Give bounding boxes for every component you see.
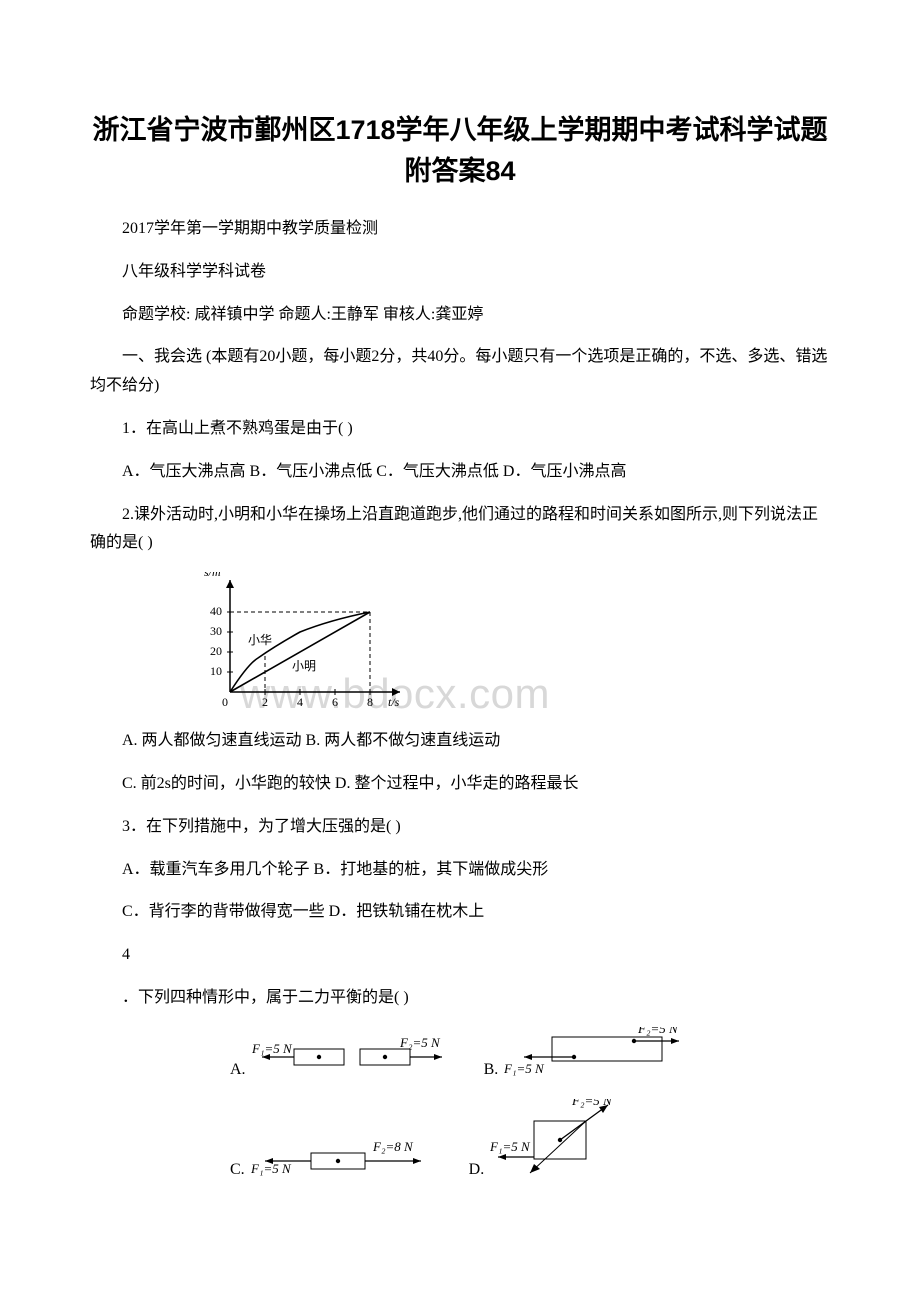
q4-option-a-label: A.: [230, 1061, 246, 1079]
section-header: 一、我会选 (本题有20小题，每小题2分，共40分。每小题只有一个选项是正确的，…: [90, 343, 830, 401]
svg-text:小明: 小明: [292, 659, 316, 673]
q2-options-line1: A. 两人都做匀速直线运动 B. 两人都不做匀速直线运动: [90, 727, 830, 756]
q4-option-b-label: B.: [484, 1061, 499, 1079]
subtitle-authors: 命题学校: 咸祥镇中学 命题人:王静军 审核人:龚亚婷: [90, 301, 830, 330]
svg-text:F₂=5 N: F₂=5 N: [571, 1099, 613, 1108]
svg-text:4: 4: [297, 695, 303, 709]
svg-text:F₂=5 N: F₂=5 N: [637, 1027, 679, 1036]
q3-options-line1: A．载重汽车多用几个轮子 B．打地基的桩，其下端做成尖形: [90, 856, 830, 885]
q2-stem: 2.课外活动时,小明和小华在操场上沿直跑道跑步,他们通过的路程和时间关系如图所示…: [90, 501, 830, 559]
svg-text:s/m: s/m: [204, 572, 221, 579]
svg-text:20: 20: [210, 644, 222, 658]
svg-text:F₁=5 N: F₁=5 N: [490, 1139, 531, 1154]
subtitle-subject: 八年级科学学科试卷: [90, 258, 830, 287]
q4-option-c-label: C.: [230, 1161, 245, 1179]
q4-option-d-label: D.: [469, 1161, 485, 1179]
svg-text:F₂=5 N: F₂=5 N: [399, 1035, 441, 1050]
svg-text:8: 8: [367, 695, 373, 709]
q3-options-line2: C．背行李的背带做得宽一些 D．把铁轨铺在枕木上: [90, 898, 830, 927]
svg-text:10: 10: [210, 664, 222, 678]
q4-diagrams: A. F₁=5 N F₂=5 N B. F₁=5 N F₂=5 N: [230, 1027, 830, 1179]
q2-options-line2: C. 前2s的时间，小华跑的较快 D. 整个过程中，小华走的路程最长: [90, 770, 830, 799]
page-title: 浙江省宁波市鄞州区1718学年八年级上学期期中考试科学试题附答案84: [90, 110, 830, 191]
svg-text:6: 6: [332, 695, 338, 709]
svg-text:F₁=5 N: F₁=5 N: [504, 1061, 545, 1076]
q4-option-b-svg: F₁=5 N F₂=5 N: [504, 1027, 684, 1079]
svg-text:30: 30: [210, 624, 222, 638]
q2-chart: s/m 10 20 30 40 0 2 4 6 8 t/s 小华 小明: [200, 572, 830, 717]
q1-stem: 1．在高山上煮不熟鸡蛋是由于( ): [90, 415, 830, 444]
svg-text:小华: 小华: [248, 633, 272, 647]
subtitle-semester: 2017学年第一学期期中教学质量检测: [90, 215, 830, 244]
q4-number: 4: [90, 941, 830, 970]
q1-options: A．气压大沸点高 B．气压小沸点低 C．气压大沸点低 D．气压小沸点高: [90, 458, 830, 487]
q4-stem: ．下列四种情形中，属于二力平衡的是( ): [90, 984, 830, 1013]
svg-text:2: 2: [262, 695, 268, 709]
q4-option-a-svg: F₁=5 N F₂=5 N: [252, 1035, 452, 1079]
svg-text:F₂=8 N: F₂=8 N: [372, 1139, 414, 1154]
q4-option-d-svg: F₂=5 N F₁=5 N: [490, 1099, 630, 1179]
q3-stem: 3．在下列措施中，为了增大压强的是( ): [90, 813, 830, 842]
svg-text:40: 40: [210, 604, 222, 618]
distance-time-chart: s/m 10 20 30 40 0 2 4 6 8 t/s 小华 小明: [200, 572, 410, 712]
document-body: 浙江省宁波市鄞州区1718学年八年级上学期期中考试科学试题附答案84 2017学…: [90, 110, 830, 1179]
svg-text:t/s: t/s: [388, 695, 400, 709]
svg-text:F₁=5 N: F₁=5 N: [252, 1041, 293, 1056]
svg-text:0: 0: [222, 695, 228, 709]
q4-option-c-svg: F₁=5 N F₂=8 N: [251, 1135, 431, 1179]
